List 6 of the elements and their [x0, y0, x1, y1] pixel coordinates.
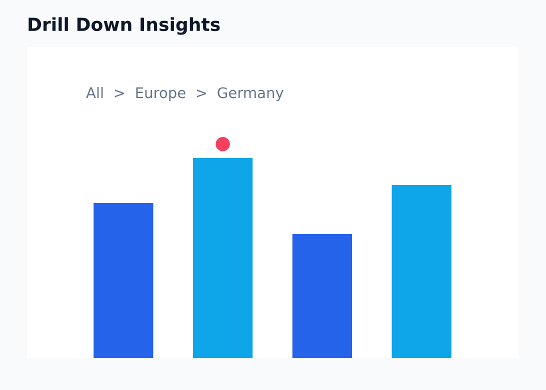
bar	[192, 158, 253, 358]
bar	[392, 185, 452, 358]
chart-subtitle: All > Europe > Germany	[86, 86, 284, 102]
chart-title: Drill Down Insights	[28, 17, 220, 35]
bar	[292, 234, 352, 358]
bar	[94, 203, 154, 358]
